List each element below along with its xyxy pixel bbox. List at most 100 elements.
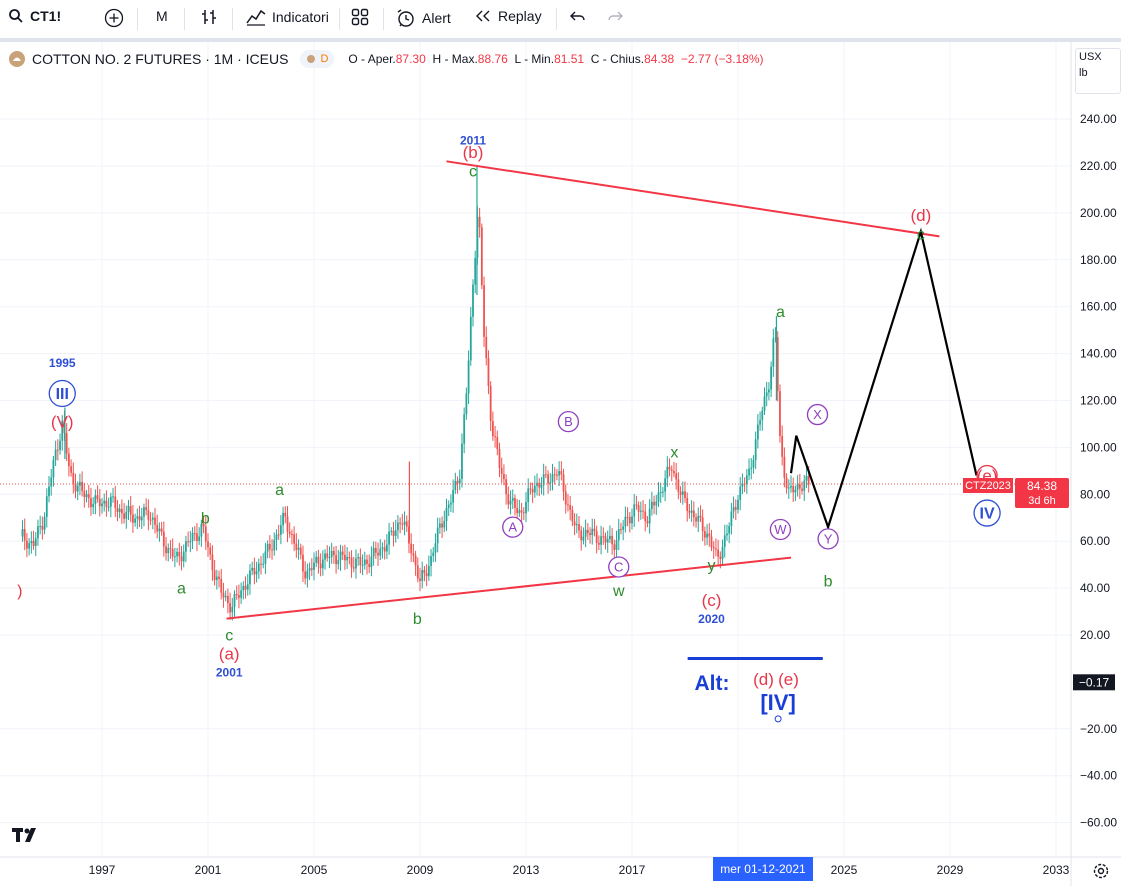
candle [514,494,516,516]
candle-body [361,564,364,566]
candle [529,482,532,495]
candle [803,474,806,501]
price-chart[interactable]: 240.00 220.00 200.00 180.00 160.00 140.00 120.… [0,42,1121,886]
candle [626,507,629,527]
interval-button[interactable]: M [156,8,168,24]
candle-body [288,531,291,535]
candle-body [147,509,150,520]
candle [578,516,580,538]
candle-body [765,392,768,397]
candle [21,520,24,542]
candle-body [717,549,720,557]
candle-body [328,556,331,558]
delayed-badge[interactable]: D [300,50,335,68]
candle [567,494,569,512]
candle [207,533,209,557]
candle-body [496,437,499,450]
candle [238,584,240,609]
candle-body [388,531,390,545]
candle-body [151,517,154,520]
close-label: C - Chius. [590,52,645,66]
candle-body [196,533,198,541]
candle-body [297,547,300,550]
candle-body [242,585,245,591]
candle [125,505,128,529]
candle [348,551,351,565]
compare-add-button[interactable] [104,8,124,28]
wave-label: a [177,581,186,598]
candle-body [419,578,421,581]
candle [805,465,808,489]
candle [370,546,373,577]
candle-body [432,552,435,557]
candle-body [207,541,209,548]
top-toolbar: CT1! M Indicatori Alert Replay [0,0,1121,39]
candle [138,505,141,528]
layouts-button[interactable] [351,8,369,26]
indicators-button[interactable]: Indicatori [246,8,329,26]
candle-body [173,556,176,558]
candle [553,467,556,485]
candle [620,522,622,535]
candle-body [807,475,810,485]
redo-button[interactable] [606,8,624,24]
candle-body [522,512,525,514]
candle [684,481,686,503]
candle [639,501,642,520]
candle [196,523,198,552]
low-value: 81.51 [554,52,585,66]
candle-body [324,553,326,560]
candle [299,543,302,560]
candle-body [752,459,755,468]
gear-icon[interactable] [1092,862,1110,880]
candle-body [59,440,61,450]
candle [472,279,474,327]
candle [32,530,35,550]
candle-body [798,484,801,489]
candle-body [533,485,536,493]
price-tick-label: 220.00 [1080,159,1117,173]
candle-body [403,521,406,525]
candle-body [185,541,187,552]
wave-label-circle [769,518,792,541]
candle [467,350,470,405]
candle [730,502,733,535]
candle [165,537,167,561]
candle [37,519,39,546]
undo-button[interactable] [569,8,587,24]
candle [26,533,28,558]
candle [220,568,223,600]
candle-body [405,521,408,527]
candle-body [628,516,631,524]
currency-label[interactable]: USX [1079,51,1102,63]
candle-body [593,528,596,531]
candle [675,462,678,490]
candle-body [235,594,238,596]
candle [392,521,395,547]
chart-type-button[interactable] [200,8,218,26]
candle-body [32,540,35,546]
symbol-search-button[interactable]: CT1! [8,8,61,24]
tradingview-logo-icon[interactable] [12,826,42,844]
candle [302,545,304,583]
candle-body [664,478,667,492]
candle-body [332,550,335,556]
candle-body [553,474,556,476]
candle-body [306,570,309,579]
candle-body [697,515,700,522]
wave-label: (V) [51,413,74,432]
candle [154,507,156,534]
candle-body [249,570,251,585]
unit-label[interactable]: lb [1079,67,1088,79]
candle [374,541,377,559]
alt-wave-e: (e) [778,670,799,689]
candle [56,439,59,461]
alert-button[interactable]: Alert [396,8,451,28]
candle-body [284,512,287,517]
symbol-title[interactable]: COTTON NO. 2 FUTURES · 1M · ICEUS [32,51,289,67]
candle-body [600,536,602,545]
candle-body [275,534,278,540]
replay-button[interactable]: Replay [474,8,542,24]
candle [454,472,457,494]
currency-unit-selector[interactable]: USX lb [1075,48,1121,94]
